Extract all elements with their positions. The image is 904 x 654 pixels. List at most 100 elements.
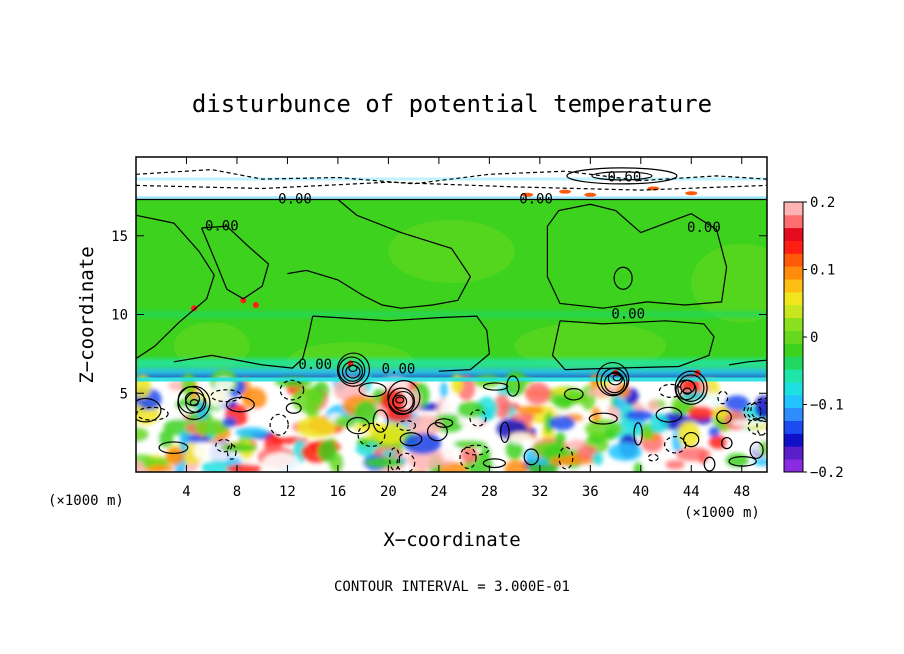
contour-line — [677, 374, 705, 402]
contour-line — [215, 438, 233, 453]
contour-line — [279, 379, 305, 401]
contour-label: 0.00 — [611, 307, 645, 323]
contour-line — [285, 402, 302, 414]
contour-line — [633, 422, 643, 446]
upper-fleck — [559, 189, 572, 194]
x-tick-label: 48 — [733, 484, 750, 500]
contour-line — [201, 225, 270, 300]
contour-line — [345, 364, 361, 379]
x-unit-right: (×1000 m) — [684, 505, 760, 521]
contour-line — [749, 441, 764, 459]
interface-stripe — [136, 377, 767, 382]
contour-line — [716, 409, 732, 425]
contour-line — [566, 167, 678, 185]
contour-line — [312, 315, 491, 372]
contour-line — [392, 390, 414, 412]
x-tick-label: 16 — [329, 484, 346, 500]
x-tick-label: 44 — [683, 484, 700, 500]
colorbar-box — [784, 394, 803, 409]
colorbar-tick-label: −0.1 — [810, 398, 844, 414]
contour-line — [721, 436, 733, 450]
z-axis-label: Z−coordinate — [76, 246, 98, 383]
contour-label: 0.00 — [687, 220, 721, 236]
contour-line — [287, 199, 472, 309]
contour-line — [523, 448, 540, 466]
contour-line — [426, 421, 448, 442]
contour-line — [558, 446, 574, 470]
colorbar-box — [784, 292, 803, 306]
contour-line — [158, 441, 189, 454]
contour-line — [588, 412, 618, 425]
x-tick-label: 24 — [430, 484, 447, 500]
chart-title: disturbunce of potential temperature — [192, 90, 712, 118]
colorbar-box — [784, 407, 803, 421]
contour-line — [500, 421, 510, 443]
colorbar-boxes — [784, 202, 803, 473]
contour-line — [226, 444, 237, 460]
colorbar-box — [784, 240, 803, 254]
colorbar-tick-label: 0.2 — [810, 195, 835, 211]
colorbar-box — [784, 317, 803, 331]
x-tick-label: 40 — [632, 484, 649, 500]
x-tick-label: 36 — [582, 484, 599, 500]
contour-line — [703, 456, 716, 472]
contour-line — [746, 401, 767, 422]
colorbar-box — [784, 369, 803, 383]
upper-fleck — [584, 192, 597, 197]
contour-line — [336, 352, 371, 387]
x-axis-label: X−coordinate — [383, 529, 520, 551]
contour-line — [269, 413, 289, 436]
contour-line — [346, 416, 370, 435]
x-tick-label: 8 — [233, 484, 241, 500]
contour-line — [459, 446, 477, 470]
contour-line — [396, 452, 416, 472]
colorbar-box — [784, 304, 803, 319]
contour-line — [389, 447, 400, 471]
contour-line — [683, 431, 700, 448]
contour-line — [173, 315, 314, 369]
contour-line — [563, 387, 584, 401]
contour-line — [482, 458, 507, 469]
contour-line — [184, 391, 201, 406]
colorbar-box — [784, 202, 803, 216]
contour-line — [729, 359, 767, 366]
potential-temperature-field — [136, 157, 767, 472]
contour-line — [469, 409, 487, 427]
colorbar-tick-label: 0.1 — [810, 263, 835, 279]
upper-cyan-stripe — [136, 196, 767, 200]
contour-line — [612, 374, 622, 382]
contour-label: 0.00 — [278, 192, 312, 208]
contour-line — [596, 361, 630, 397]
colorbar-box — [784, 420, 803, 434]
contour-label: 0.00 — [382, 362, 416, 378]
contour-lines — [136, 167, 767, 472]
plot-area: 0.00 0.000.600.00 0.000.000.00 0.00 4 8 12 16 2… — [111, 156, 768, 500]
x-tick-label: 4 — [182, 484, 190, 500]
colorbar-box — [784, 214, 803, 229]
contour-line — [506, 375, 520, 397]
x-tick-label: 12 — [279, 484, 296, 500]
hot-spot — [191, 305, 198, 312]
colorbar-box — [784, 446, 803, 460]
contour-line — [607, 371, 623, 386]
z-tick-label: 5 — [120, 386, 128, 402]
contour-label: 0.00 — [519, 192, 553, 208]
contour-line — [655, 406, 683, 423]
contour-line — [743, 402, 762, 422]
contour-line — [396, 420, 417, 432]
hot-spot — [240, 297, 247, 304]
colorbar-box — [784, 433, 803, 447]
contour-label: 0.00 — [298, 357, 332, 373]
x-unit-left: (×1000 m) — [48, 493, 124, 509]
contour-line — [613, 266, 633, 290]
contour-line — [136, 168, 767, 185]
contour-line — [177, 385, 211, 421]
z-axis-ticks: 5 10 15 — [111, 229, 767, 402]
colorbar-tick-label: 0 — [810, 330, 818, 346]
colorbar-box — [784, 266, 803, 280]
contour-line — [674, 370, 708, 405]
z-tick-label: 15 — [111, 229, 128, 245]
colorbar-box — [784, 253, 803, 267]
contour-line — [546, 203, 728, 309]
